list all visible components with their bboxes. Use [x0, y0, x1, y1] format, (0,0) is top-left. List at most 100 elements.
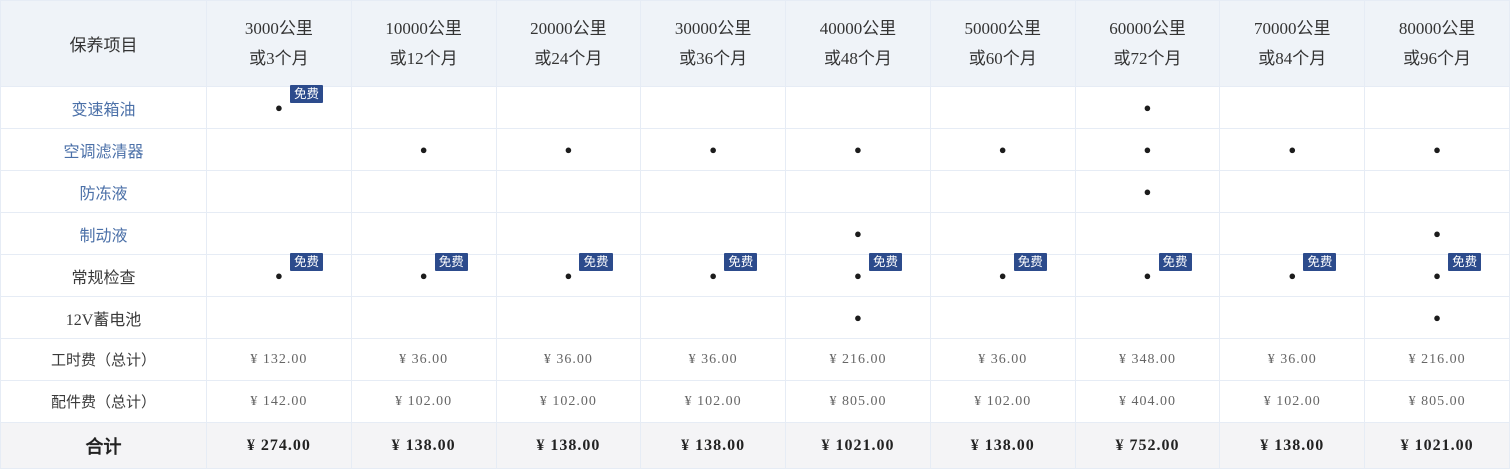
column-mileage-label: 30000公里: [674, 18, 752, 38]
fee-cell: ¥ 132.00: [206, 338, 352, 381]
total-cell: ¥ 138.00: [350, 422, 497, 469]
fee-cell: ¥ 102.00: [495, 380, 642, 423]
mileage-column-header: 30000公里 或36个月: [640, 0, 787, 87]
schedule-cell: ●: [1364, 296, 1510, 339]
free-badge: 免费: [289, 252, 323, 271]
fee-cell: ¥ 36.00: [1219, 338, 1366, 381]
header-row: 保养项目 3000公里 或3个月 10000公里 或12个月 20000公里 或24个月 3…: [0, 0, 1510, 87]
schedule-cell: [206, 212, 352, 255]
fee-cell: ¥ 102.00: [350, 380, 497, 423]
fee-cell: ¥ 36.00: [350, 338, 497, 381]
dot-wrap: ●: [854, 226, 862, 242]
dot-wrap: ●: [854, 310, 862, 326]
column-interval-label: 或96个月: [1403, 48, 1472, 68]
row-label[interactable]: 空调滤清器: [0, 128, 207, 171]
total-row: 合计 ¥ 274.00 ¥ 138.00 ¥ 138.00 ¥ 138.00 ¥ 1021…: [0, 422, 1510, 469]
fee-cell: ¥ 102.00: [1219, 380, 1366, 423]
schedule-cell: ● 免费: [1219, 252, 1366, 297]
mileage-column-header: 3000公里 或3个月: [206, 0, 352, 87]
schedule-cell: [640, 170, 787, 213]
service-dot-icon: ●: [419, 141, 428, 157]
schedule-cell: [350, 296, 497, 339]
row-label[interactable]: 变速箱油: [0, 86, 207, 129]
schedule-cell: ●: [350, 128, 497, 171]
schedule-cell: ●: [640, 128, 787, 171]
service-dot-icon: ●: [854, 141, 862, 157]
row-label: 12V蓄电池: [0, 296, 207, 339]
schedule-cell: [495, 86, 642, 129]
column-mileage-label: 70000公里: [1253, 18, 1331, 38]
row-label[interactable]: 防冻液: [0, 170, 207, 213]
dot-wrap: ● 免费: [564, 252, 613, 284]
free-badge: 免费: [289, 84, 323, 103]
schedule-cell: ●: [785, 212, 931, 255]
free-badge: 免费: [724, 252, 758, 271]
fee-cell: ¥ 404.00: [1074, 380, 1221, 423]
table-row: 12V蓄电池 ● ●: [0, 296, 1510, 339]
table-row: 防冻液 ●: [0, 170, 1510, 213]
dot-wrap: ●: [564, 142, 572, 158]
schedule-cell: ●: [929, 128, 1076, 171]
table-row: 变速箱油 ● 免费 ●: [0, 84, 1510, 129]
total-cell: ¥ 1021.00: [1364, 422, 1510, 469]
dot-wrap: ●: [854, 142, 862, 158]
fee-cell: ¥ 36.00: [929, 338, 1076, 381]
schedule-cell: ● 免费: [1364, 252, 1510, 297]
dot-wrap: ● 免费: [1288, 252, 1337, 284]
schedule-cell: [1074, 296, 1221, 339]
dot-wrap: ●: [999, 142, 1007, 158]
fee-cell: ¥ 805.00: [785, 380, 931, 423]
fee-cell: ¥ 216.00: [1364, 338, 1510, 381]
column-mileage-label: 80000公里: [1398, 18, 1476, 38]
fee-cell: ¥ 142.00: [206, 380, 352, 423]
total-cell: ¥ 752.00: [1074, 422, 1221, 469]
dot-wrap: ●: [1144, 184, 1152, 200]
column-interval-label: 或24个月: [534, 48, 603, 68]
column-mileage-label: 50000公里: [964, 18, 1041, 38]
column-mileage-label: 40000公里: [819, 18, 897, 38]
table-row: 常规检查 ● 免费 ● 免费 ● 免费 ● 免费 ● 免费 ● 免费 ● 免费 ● 免费 ● 免费: [0, 252, 1510, 297]
fee-cell: ¥ 216.00: [785, 338, 931, 381]
schedule-cell: [206, 128, 352, 171]
item-column-header: 保养项目: [0, 0, 207, 87]
dot-wrap: ● 免费: [419, 252, 468, 284]
total-cell: ¥ 138.00: [1219, 422, 1366, 469]
row-label: 配件费（总计）: [0, 380, 207, 423]
free-badge: 免费: [1303, 252, 1337, 271]
free-badge: 免费: [869, 252, 903, 271]
service-dot-icon: ●: [709, 141, 718, 157]
fee-cell: ¥ 102.00: [640, 380, 787, 423]
dot-wrap: ●: [1433, 226, 1441, 242]
dot-wrap: ● 免费: [998, 252, 1047, 284]
service-dot-icon: ●: [1433, 141, 1441, 157]
schedule-cell: [1074, 212, 1221, 255]
total-cell: ¥ 274.00: [206, 422, 352, 469]
service-dot-icon: ●: [854, 225, 862, 241]
service-dot-icon: ●: [1143, 183, 1152, 199]
schedule-cell: ● 免费: [350, 252, 497, 297]
schedule-cell: ● 免费: [929, 252, 1076, 297]
column-mileage-label: 10000公里: [385, 18, 462, 38]
column-mileage-label: 20000公里: [530, 18, 607, 38]
dot-wrap: ● 免费: [709, 252, 758, 284]
service-dot-icon: ●: [998, 141, 1007, 157]
mileage-column-header: 40000公里 或48个月: [785, 0, 931, 87]
service-dot-icon: ●: [998, 267, 1007, 283]
mileage-column-header: 50000公里 或60个月: [929, 0, 1076, 87]
schedule-cell: ●: [1074, 128, 1221, 171]
row-label[interactable]: 制动液: [0, 212, 207, 255]
service-dot-icon: ●: [1433, 225, 1441, 241]
schedule-cell: [1364, 170, 1510, 213]
total-label: 合计: [0, 422, 207, 469]
mileage-column-header: 60000公里 或72个月: [1074, 0, 1221, 87]
schedule-cell: [206, 296, 352, 339]
total-cell: ¥ 138.00: [929, 422, 1076, 469]
dot-wrap: ●: [709, 142, 717, 158]
service-dot-icon: ●: [564, 267, 573, 283]
dot-wrap: ● 免费: [275, 84, 323, 116]
service-dot-icon: ●: [419, 267, 428, 283]
service-dot-icon: ●: [854, 267, 862, 283]
dot-wrap: ●: [1144, 142, 1152, 158]
